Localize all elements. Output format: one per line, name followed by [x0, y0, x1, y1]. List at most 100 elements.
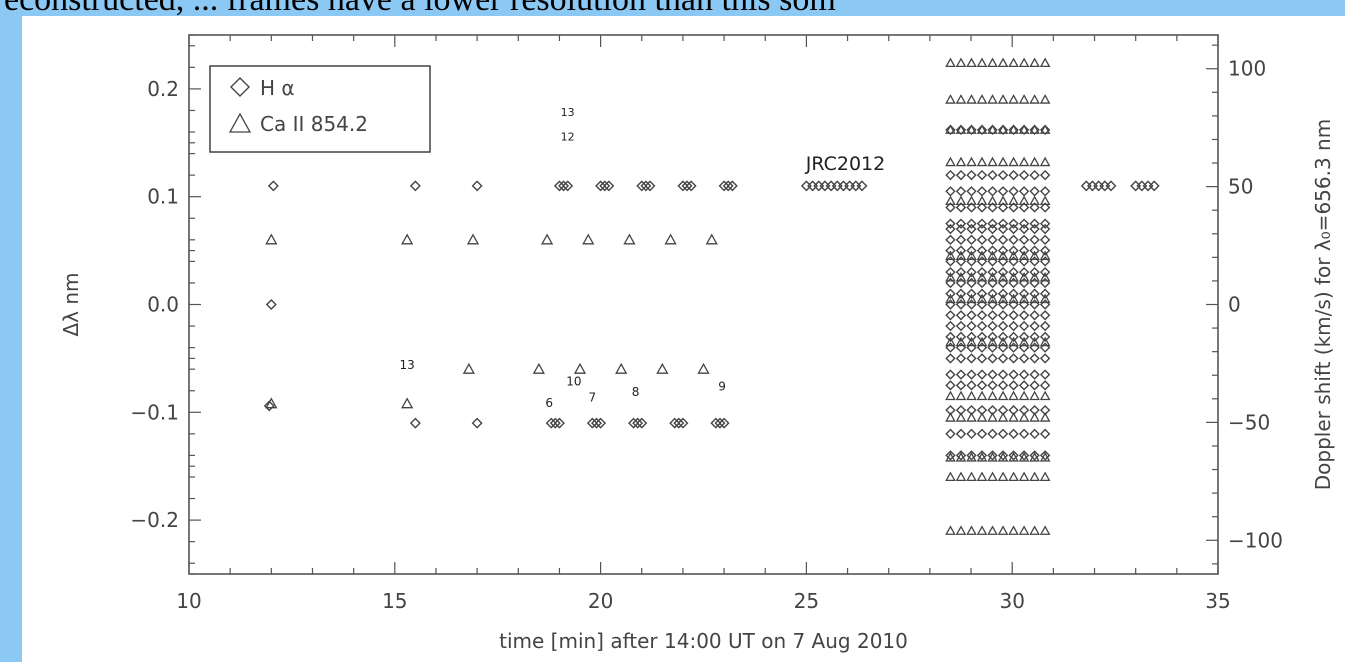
ca-ii-point: [1039, 525, 1051, 535]
h-alpha-point: [1039, 450, 1051, 461]
h-alpha-point: [955, 380, 967, 391]
h-alpha-point: [976, 369, 988, 380]
ca-ii-point: [966, 336, 977, 347]
h-alpha-point: [976, 202, 988, 213]
h-alpha-point: [1018, 353, 1030, 364]
ca-ii-point: [1008, 57, 1019, 68]
h-alpha-point: [997, 331, 1009, 343]
ca-ii-point: [1018, 293, 1030, 304]
ca-ii-point: [976, 471, 988, 481]
h-alpha-point: [945, 169, 956, 181]
h-alpha-point: [1105, 180, 1117, 192]
y-tick-label: 0.0: [147, 293, 179, 317]
h-alpha-point: [1008, 353, 1019, 364]
figure-panel: 10 15 20 25 30 35 −0.2 −0.1 0.0 0.1 0.2 −100 −50 0 50 1…: [22, 16, 1345, 662]
h-alpha-point: [955, 331, 967, 343]
ca-ii-point: [1029, 336, 1040, 347]
ca-ii-point: [1008, 293, 1019, 304]
h-alpha-point: [966, 428, 977, 440]
ca-ii-point: [987, 57, 998, 68]
ca-ii-point: [997, 195, 1009, 206]
h-alpha-point: [1029, 223, 1040, 235]
h-alpha-point: [850, 180, 862, 192]
ca-ii-point: [955, 390, 967, 401]
h-alpha-point: [265, 299, 277, 310]
h-alpha-point: [1008, 202, 1019, 213]
h-alpha-point: [966, 218, 977, 229]
h-alpha-point: [1039, 342, 1051, 353]
h-alpha-point: [976, 245, 988, 256]
h-alpha-point: [987, 353, 998, 364]
h-alpha-point: [1008, 288, 1019, 299]
h-alpha-point: [1018, 299, 1030, 310]
h-alpha-point: [1029, 380, 1040, 391]
h-alpha-point: [1018, 234, 1030, 246]
h-alpha-point: [1039, 256, 1051, 267]
h-alpha-point: [955, 320, 967, 332]
h-alpha-point: [1029, 266, 1040, 278]
h-alpha-point: [831, 180, 843, 192]
h-alpha-point: [1029, 234, 1040, 246]
x-axis-label: time [min] after 14:00 UT on 7 Aug 2010: [499, 629, 908, 653]
h-alpha-point: [997, 266, 1009, 278]
h-alpha-point: [955, 218, 967, 229]
ca-ii-point: [976, 525, 988, 535]
ca-ii-point: [976, 336, 988, 347]
h-alpha-point: [1018, 169, 1030, 181]
ca-ii-point: [955, 293, 967, 304]
ca-ii-point: [1039, 57, 1051, 68]
h-alpha-point: [987, 169, 998, 181]
h-alpha-point: [1029, 320, 1040, 332]
annotation-label: 13: [400, 358, 415, 372]
h-alpha-point: [1099, 180, 1111, 192]
h-alpha-point: [1008, 223, 1019, 235]
h-alpha-point: [976, 124, 988, 136]
h-alpha-point: [1142, 180, 1154, 192]
h-alpha-point: [807, 180, 819, 192]
ca-ii-point: [1018, 471, 1030, 481]
h-alpha-point: [263, 400, 275, 412]
ca-ii-point: [966, 272, 977, 282]
ca-ii-point: [976, 250, 988, 261]
ca-ii-point: [987, 412, 998, 422]
ca-ii-point: [697, 362, 710, 374]
h-alpha-point: [677, 417, 689, 429]
h-alpha-point: [966, 331, 977, 343]
h-alpha-point: [955, 353, 967, 364]
h-alpha-point: [945, 277, 956, 289]
h-alpha-point: [997, 320, 1009, 332]
y-tick-label: −0.1: [130, 400, 179, 424]
h-alpha-point: [997, 223, 1009, 235]
h-alpha-point: [1008, 450, 1019, 461]
h-alpha-point: [1029, 331, 1040, 343]
h-alpha-point: [955, 428, 967, 440]
h-alpha-point: [966, 234, 977, 246]
h-alpha-point: [945, 266, 956, 278]
ca-ii-point: [540, 233, 554, 245]
h-alpha-point: [1039, 218, 1051, 229]
h-alpha-point: [1008, 186, 1019, 197]
ca-ii-point: [945, 525, 956, 535]
ca-ii-point: [945, 272, 956, 282]
h-alpha-point: [636, 417, 648, 429]
h-alpha-point: [471, 180, 483, 192]
ca-ii-point: [987, 293, 998, 304]
h-alpha-point: [955, 223, 967, 235]
ca-ii-point: [987, 471, 998, 481]
h-alpha-point: [987, 288, 998, 299]
h-alpha-point: [718, 180, 730, 192]
h-alpha-point: [1039, 186, 1051, 197]
h-alpha-point: [1029, 256, 1040, 267]
h-alpha-point: [553, 180, 565, 192]
ca-ii-point: [1018, 156, 1030, 167]
h-alpha-point: [1008, 234, 1019, 246]
ca-ii-point: [987, 336, 998, 347]
ca-ii-point: [976, 57, 988, 68]
ca-ii-point: [955, 525, 967, 535]
h-alpha-point: [945, 404, 956, 416]
h-alpha-point: [837, 180, 849, 192]
h-alpha-point: [976, 256, 988, 267]
ca-ii-point: [401, 397, 414, 409]
h-alpha-point: [819, 180, 831, 192]
ca-ii-point: [1008, 272, 1019, 282]
